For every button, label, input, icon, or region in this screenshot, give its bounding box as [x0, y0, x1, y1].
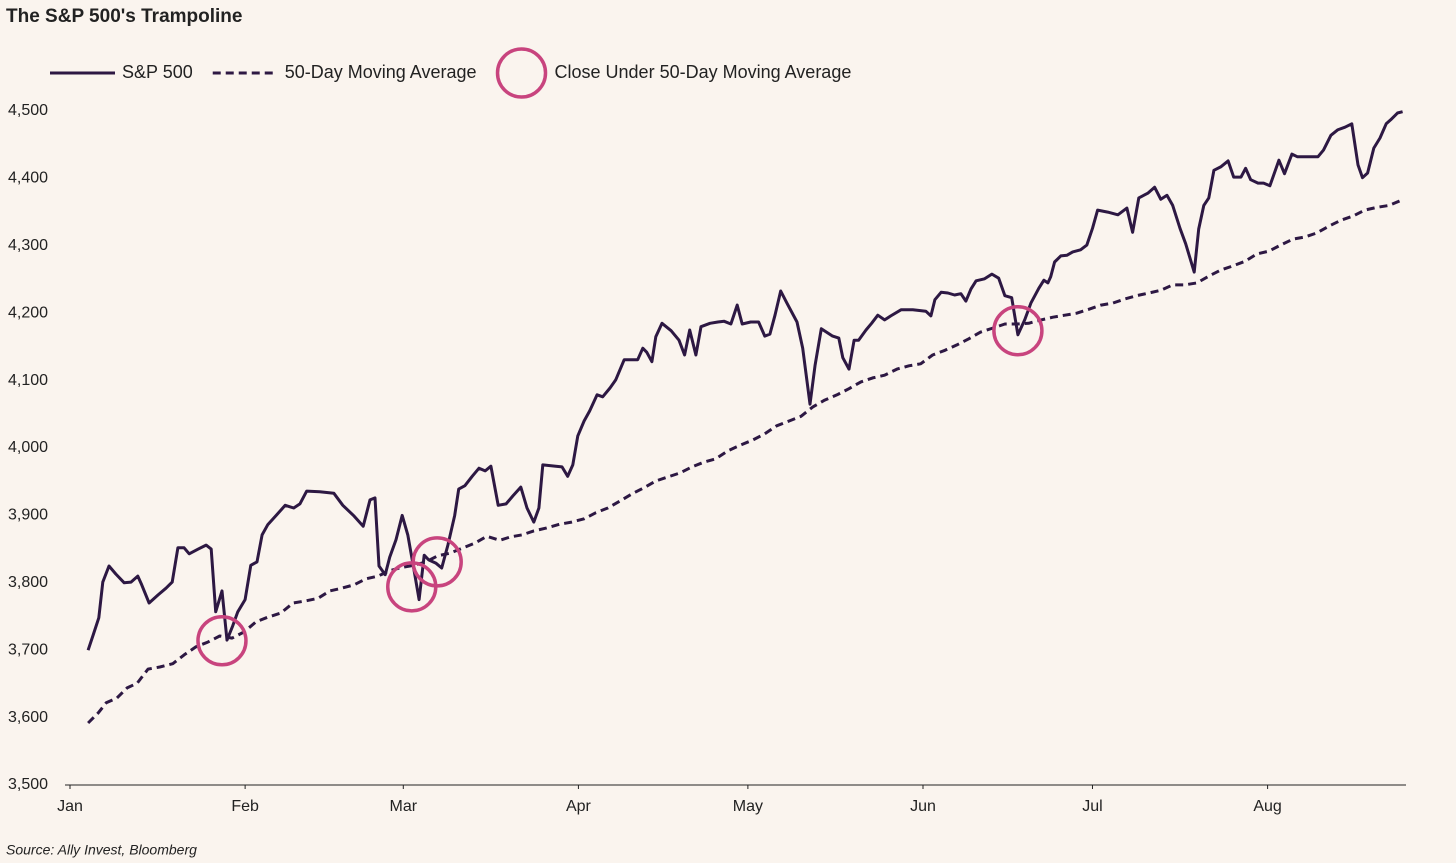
- x-tick-label: Aug: [1253, 798, 1281, 815]
- y-tick-label: 4,300: [8, 237, 48, 254]
- legend-label: Close Under 50-Day Moving Average: [555, 62, 852, 82]
- y-tick-label: 3,900: [8, 507, 48, 524]
- legend-label: S&P 500: [122, 62, 193, 82]
- x-tick-label: Mar: [390, 798, 418, 815]
- x-tick-label: May: [733, 798, 763, 815]
- series-line: [87, 197, 1405, 725]
- highlight-circle: [992, 304, 1044, 357]
- y-tick-label: 4,400: [8, 170, 48, 187]
- y-tick-label: 4,200: [8, 304, 48, 321]
- y-tick-label: 4,500: [8, 102, 48, 119]
- legend: S&P 500 50-Day Moving Average Close Under …: [50, 47, 852, 99]
- legend-swatch: [495, 47, 548, 99]
- highlight-circle: [196, 615, 248, 667]
- y-tick-label: 4,000: [8, 439, 48, 456]
- y-tick-label: 4,100: [8, 372, 48, 389]
- source: Source: Ally Invest, Bloomberg: [6, 842, 197, 858]
- x-tick-label: Feb: [231, 798, 259, 815]
- x-tick-label: Jan: [57, 798, 83, 815]
- chart-title: The S&P 500's Trampoline: [6, 6, 242, 27]
- y-tick-label: 3,800: [8, 574, 48, 591]
- highlight-circle: [411, 536, 463, 588]
- y-tick-label: 3,700: [8, 641, 48, 658]
- x-tick-label: Jun: [910, 798, 936, 815]
- x-tick-label: Apr: [566, 798, 592, 815]
- y-tick-label: 3,500: [8, 776, 48, 793]
- legend-label: 50-Day Moving Average: [285, 62, 477, 82]
- y-tick-label: 3,600: [8, 709, 48, 726]
- series-line: [86, 110, 1403, 651]
- x-tick-label: Jul: [1082, 798, 1102, 815]
